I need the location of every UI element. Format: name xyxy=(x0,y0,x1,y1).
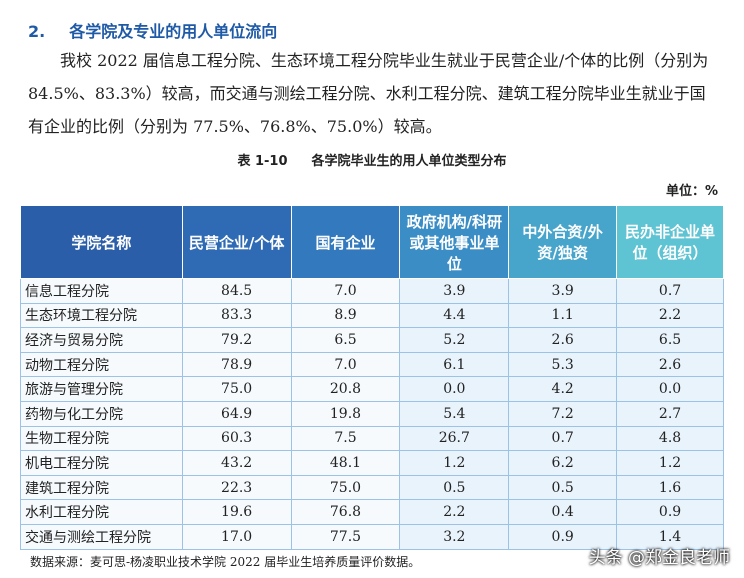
value-cell: 84.5 xyxy=(181,278,292,304)
watermark: 头条 @郑金良老师 xyxy=(588,548,730,568)
header-cell: 政府机构/科研或其他事业单位 xyxy=(399,205,510,279)
name-cell: 生物工程分院 xyxy=(20,425,183,452)
name-cell: 交通与测绘工程分院 xyxy=(20,523,183,550)
value-cell: 75.0 xyxy=(290,474,401,501)
value-cell: 20.8 xyxy=(290,376,401,402)
value-cell: 2.2 xyxy=(616,302,724,329)
value-cell: 83.3 xyxy=(181,302,292,329)
value-cell: 7.5 xyxy=(290,425,401,452)
caption-title: 各学院毕业生的用人单位类型分布 xyxy=(311,154,507,169)
caption-label: 表 1-10 xyxy=(237,154,288,169)
value-cell: 77.5 xyxy=(290,523,401,550)
table-row: 交通与测绘工程分院 17.0 77.5 3.2 0.9 1.4 xyxy=(20,523,724,550)
table-row: 生态环境工程分院 83.3 8.9 4.4 1.1 2.2 xyxy=(20,302,724,329)
table-row: 生物工程分院 60.3 7.5 26.7 0.7 4.8 xyxy=(20,425,724,452)
unit: 单位：% xyxy=(665,184,718,199)
value-cell: 0.4 xyxy=(508,499,618,525)
table-row: 建筑工程分院 22.3 75.0 0.5 0.5 1.6 xyxy=(20,474,724,501)
value-cell: 4.2 xyxy=(508,376,618,402)
value-cell: 6.5 xyxy=(290,327,401,353)
table-body: 信息工程分院 84.5 7.0 3.9 3.9 0.7 生态环境工程分院 83.3 8.9 4.4… xyxy=(20,278,724,550)
value-cell: 4.4 xyxy=(399,302,510,329)
paragraph: 我校 2022 届信息工程分院、生态环境工程分院毕业生就业于民营企业/个体的比例… xyxy=(28,51,709,136)
value-cell: 7.0 xyxy=(290,351,401,378)
value-cell: 26.7 xyxy=(399,425,510,452)
source: 数据来源：麦可思-杨凌职业技术学院 2022 届毕业生培养质量评价数据。 xyxy=(30,553,730,570)
value-cell: 22.3 xyxy=(181,474,292,501)
value-cell: 2.6 xyxy=(616,351,724,378)
table-row: 水利工程分院 19.6 76.8 2.2 0.4 0.9 xyxy=(20,499,724,525)
value-cell: 2.6 xyxy=(508,327,618,353)
value-cell: 76.8 xyxy=(290,499,401,525)
value-cell: 19.6 xyxy=(181,499,292,525)
value-cell: 0.5 xyxy=(508,474,618,501)
name-cell: 机电工程分院 xyxy=(20,450,183,476)
name-cell: 动物工程分院 xyxy=(20,351,183,378)
header-cell: 中外合资/外资/独资 xyxy=(508,205,618,279)
value-cell: 1.4 xyxy=(616,523,724,550)
value-cell: 0.5 xyxy=(399,474,510,501)
value-cell: 43.2 xyxy=(181,450,292,476)
value-cell: 6.2 xyxy=(508,450,618,476)
table-row: 经济与贸易分院 79.2 6.5 5.2 2.6 6.5 xyxy=(20,327,724,353)
heading: 2. 各学院及专业的用人单位流向 xyxy=(28,18,277,42)
heading-title: 各学院及专业的用人单位流向 xyxy=(69,22,278,41)
header-cell: 民营企业/个体 xyxy=(181,205,292,279)
value-cell: 0.0 xyxy=(616,376,724,402)
value-cell: 75.0 xyxy=(181,376,292,402)
table: 学院名称 民营企业/个体 国有企业 政府机构/科研或其他事业单位 中外合资/外资/独资民… xyxy=(20,205,724,550)
table-row: 药物与化工分院 64.9 19.8 5.4 7.2 2.7 xyxy=(20,400,724,427)
heading-number: 2. xyxy=(28,22,46,41)
value-cell: 1.1 xyxy=(508,302,618,329)
header-cell: 国有企业 xyxy=(290,205,401,279)
value-cell: 19.8 xyxy=(290,400,401,427)
value-cell: 6.1 xyxy=(399,351,510,378)
value-cell: 0.7 xyxy=(616,278,724,304)
value-cell: 1.2 xyxy=(399,450,510,476)
value-cell: 7.0 xyxy=(290,278,401,304)
value-cell: 2.7 xyxy=(616,400,724,427)
value-cell: 3.9 xyxy=(508,278,618,304)
value-cell: 0.7 xyxy=(508,425,618,452)
value-cell: 1.6 xyxy=(616,474,724,501)
value-cell: 60.3 xyxy=(181,425,292,452)
value-cell: 3.2 xyxy=(399,523,510,550)
value-cell: 2.2 xyxy=(399,499,510,525)
value-cell: 78.9 xyxy=(181,351,292,378)
name-cell: 生态环境工程分院 xyxy=(20,302,183,329)
value-cell: 0.0 xyxy=(399,376,510,402)
header-cell: 民办非企业单位（组织） xyxy=(616,205,724,279)
name-cell: 旅游与管理分院 xyxy=(20,376,183,402)
value-cell: 5.2 xyxy=(399,327,510,353)
name-cell: 水利工程分院 xyxy=(20,499,183,525)
value-cell: 0.9 xyxy=(616,499,724,525)
header-cell: 学院名称 xyxy=(20,205,183,279)
header-row: 学院名称 民营企业/个体 国有企业 政府机构/科研或其他事业单位 中外合资/外资/独资民… xyxy=(20,205,724,279)
value-cell: 4.8 xyxy=(616,425,724,452)
value-cell: 5.4 xyxy=(399,400,510,427)
value-cell: 3.9 xyxy=(399,278,510,304)
value-cell: 48.1 xyxy=(290,450,401,476)
table-row: 信息工程分院 84.5 7.0 3.9 3.9 0.7 xyxy=(20,278,724,304)
table-row: 动物工程分院 78.9 7.0 6.1 5.3 2.6 xyxy=(20,351,724,378)
caption: 表 1-10 各学院毕业生的用人单位类型分布 xyxy=(0,150,744,169)
value-cell: 79.2 xyxy=(181,327,292,353)
value-cell: 8.9 xyxy=(290,302,401,329)
name-cell: 经济与贸易分院 xyxy=(20,327,183,353)
value-cell: 6.5 xyxy=(616,327,724,353)
value-cell: 64.9 xyxy=(181,400,292,427)
value-cell: 17.0 xyxy=(181,523,292,550)
value-cell: 5.3 xyxy=(508,351,618,378)
value-cell: 0.9 xyxy=(508,523,618,550)
name-cell: 药物与化工分院 xyxy=(20,400,183,427)
table-row: 机电工程分院 43.2 48.1 1.2 6.2 1.2 xyxy=(20,450,724,476)
value-cell: 7.2 xyxy=(508,400,618,427)
table-row: 旅游与管理分院 75.0 20.8 0.0 4.2 0.0 xyxy=(20,376,724,402)
name-cell: 信息工程分院 xyxy=(20,278,183,304)
value-cell: 1.2 xyxy=(616,450,724,476)
name-cell: 建筑工程分院 xyxy=(20,474,183,501)
